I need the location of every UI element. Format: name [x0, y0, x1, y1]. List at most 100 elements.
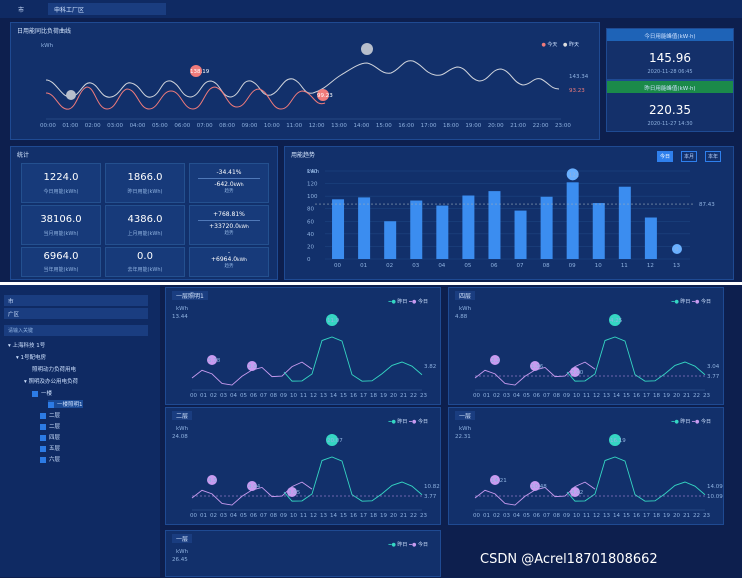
trend-panel: 日用能同比负荷曲线 ● 今天 ● 昨天 kWh 00:00 01:00 02:00 0… — [10, 22, 600, 140]
trend-bubble-peak-today-label: 138.19 — [190, 69, 210, 75]
mini-ref-label: 3.77 — [424, 494, 437, 500]
mini-xtick: 09 — [280, 513, 287, 519]
tree-root[interactable]: ▾ 上海科技 1号 — [8, 343, 46, 349]
today-peak-card: 今日用能峰值(kW·h) 145.96 2020-11-28 06:45 — [606, 28, 734, 80]
tree-room[interactable]: ▾ 1号配电房 — [16, 355, 47, 361]
mini-ylabel: kWh — [459, 306, 472, 312]
bar-xtick: 08 — [543, 263, 550, 269]
mini-xtick: 00 — [473, 513, 480, 519]
mini-xtick: 21 — [683, 393, 690, 399]
mini-xtick: 12 — [593, 393, 600, 399]
divider — [0, 282, 742, 285]
mini-bubble-label: 4.04 — [248, 484, 261, 490]
bar-ytick: 100 — [307, 194, 318, 200]
bar-title: 用能趋势 — [291, 152, 316, 159]
mini-chart-svg: kWh 13.44 00 01 02 03 04 05 06 07 08 09 10 11 12 13 14 15… — [172, 306, 436, 399]
mini-chart-svg: kWh 22.31 00 01 02 03 04 05 06 07 08 09 10 11 12 13 14 15… — [455, 426, 723, 519]
tree-floor2b[interactable]: 二层 — [40, 422, 60, 430]
mini-xtick: 12 — [310, 393, 317, 399]
mini-xtick: 04 — [230, 393, 237, 399]
mini-xtick: 10 — [573, 513, 580, 519]
mini-chart-title: 一层 — [172, 534, 193, 543]
yesterday-line — [283, 336, 423, 382]
trend-xtick: 22:00 — [533, 123, 549, 129]
tree-floor2[interactable]: 二层 — [40, 411, 60, 419]
mini-xtick: 14 — [613, 393, 620, 399]
stat-year-trend: 趋势 — [224, 264, 234, 269]
trend-xtick: 20:00 — [488, 123, 504, 129]
tree-lighting[interactable]: ▾ 照明及办公用电负荷 — [24, 379, 79, 385]
mini-hi-label: 20.07 — [327, 438, 343, 444]
mini-xtick: 09 — [280, 393, 287, 399]
stat-last-year-value: 0.0 — [137, 251, 153, 262]
mini-chart-panel: 一层 ━● 昨日 ━● 今日 kWh 22.31 00 01 02 03 04 05 06 07 08… — [448, 407, 724, 525]
mini-xtick: 20 — [390, 393, 397, 399]
mini-ref-label: 10.09 — [707, 494, 723, 500]
bar — [592, 203, 605, 259]
trend-chart: kWh 00:00 01:00 02:00 03:00 04:00 05:00 06:00 0… — [40, 43, 589, 129]
tree-floor1[interactable]: 一楼 — [32, 389, 52, 397]
mini-bubble — [207, 475, 217, 485]
mini-ymax: 22.31 — [455, 434, 471, 440]
mini-xtick: 05 — [523, 393, 530, 399]
mini-xtick: 18 — [370, 393, 377, 399]
mini-xtick: 00 — [190, 393, 197, 399]
mini-xtick: 20 — [390, 513, 397, 519]
btn-today[interactable]: 今日 — [657, 151, 674, 162]
select-area[interactable]: 广区 — [4, 308, 148, 319]
mini-xtick: 07 — [543, 513, 550, 519]
tree-floor4[interactable]: 四层 — [40, 433, 60, 441]
tree-power[interactable]: 照明动力负荷用电 — [32, 367, 77, 373]
mini-chart-title: 二层 — [172, 411, 193, 420]
mini-xtick: 09 — [563, 513, 570, 519]
mini-ylabel: kWh — [459, 426, 472, 432]
header-crumb[interactable]: 申科工厂区 — [48, 3, 166, 15]
bar — [618, 186, 631, 259]
mini-xtick: 17 — [643, 393, 650, 399]
trend-xtick: 02:00 — [85, 123, 101, 129]
trend-xtick: 07:00 — [197, 123, 213, 129]
mini-xtick: 18 — [653, 513, 660, 519]
mini-chart-title: 四层 — [455, 291, 476, 300]
mini-bubble-label: 5.78 — [208, 358, 221, 364]
mini-xtick: 15 — [623, 393, 630, 399]
bar — [566, 182, 579, 259]
trend-xtick: 01:00 — [62, 123, 78, 129]
bar-ytick: 0 — [307, 257, 311, 263]
yesterday-peak-card: 昨日用能峰值(kW·h) 220.35 2020-11-27 14:30 — [606, 80, 734, 132]
today-series — [45, 86, 326, 110]
mini-bubble-label: 2.00 — [571, 370, 584, 376]
mini-xtick: 11 — [300, 393, 307, 399]
trend-xtick: 06:00 — [174, 123, 190, 129]
trend-bubble-end-today — [317, 89, 329, 101]
mini-xtick: 20 — [673, 393, 680, 399]
trend-bubble-end-today-label: 99.23 — [317, 93, 333, 99]
mini-chart-panel: 二层 ━● 昨日 ━● 今日 kWh 24.08 00 01 02 03 04 05 06 07 08… — [165, 407, 441, 525]
mini-bubble — [570, 487, 580, 497]
btn-month[interactable]: 本月 — [681, 151, 698, 162]
mini-hi-bubble — [609, 434, 621, 446]
today-peak-value: 145.96 — [649, 51, 691, 65]
mini-chart-legend: ━● 昨日 ━● 今日 — [388, 419, 428, 425]
mini-xtick: 09 — [563, 393, 570, 399]
btn-year[interactable]: 本年 — [705, 151, 722, 162]
mini-xtick: 23 — [420, 393, 427, 399]
bar-ytick: 40 — [307, 232, 314, 238]
mini-bubble — [570, 367, 580, 377]
tree-floor6[interactable]: 六层 — [40, 455, 60, 463]
search-input[interactable]: 请输入关键 — [4, 325, 148, 336]
mini-xtick: 15 — [340, 513, 347, 519]
trend-xtick: 10:00 — [264, 123, 280, 129]
mini-bubble-label: 2.3 — [491, 358, 500, 364]
mini-xtick: 00 — [190, 513, 197, 519]
tree-floor5[interactable]: 五层 — [40, 444, 60, 452]
select-city[interactable]: 市 — [4, 295, 148, 306]
tree-floor1-light[interactable]: 一楼照明1 — [48, 400, 83, 408]
bar-xtick: 05 — [464, 263, 471, 269]
mini-hi-bubble — [609, 314, 621, 326]
mini-xtick: 04 — [513, 513, 520, 519]
trend-bubble-peak-today — [190, 65, 202, 77]
mini-xtick: 03 — [220, 393, 227, 399]
stat-today-label: 今日用能(kWh) — [43, 189, 79, 195]
top-header: 市 申科工厂区 — [0, 0, 742, 18]
